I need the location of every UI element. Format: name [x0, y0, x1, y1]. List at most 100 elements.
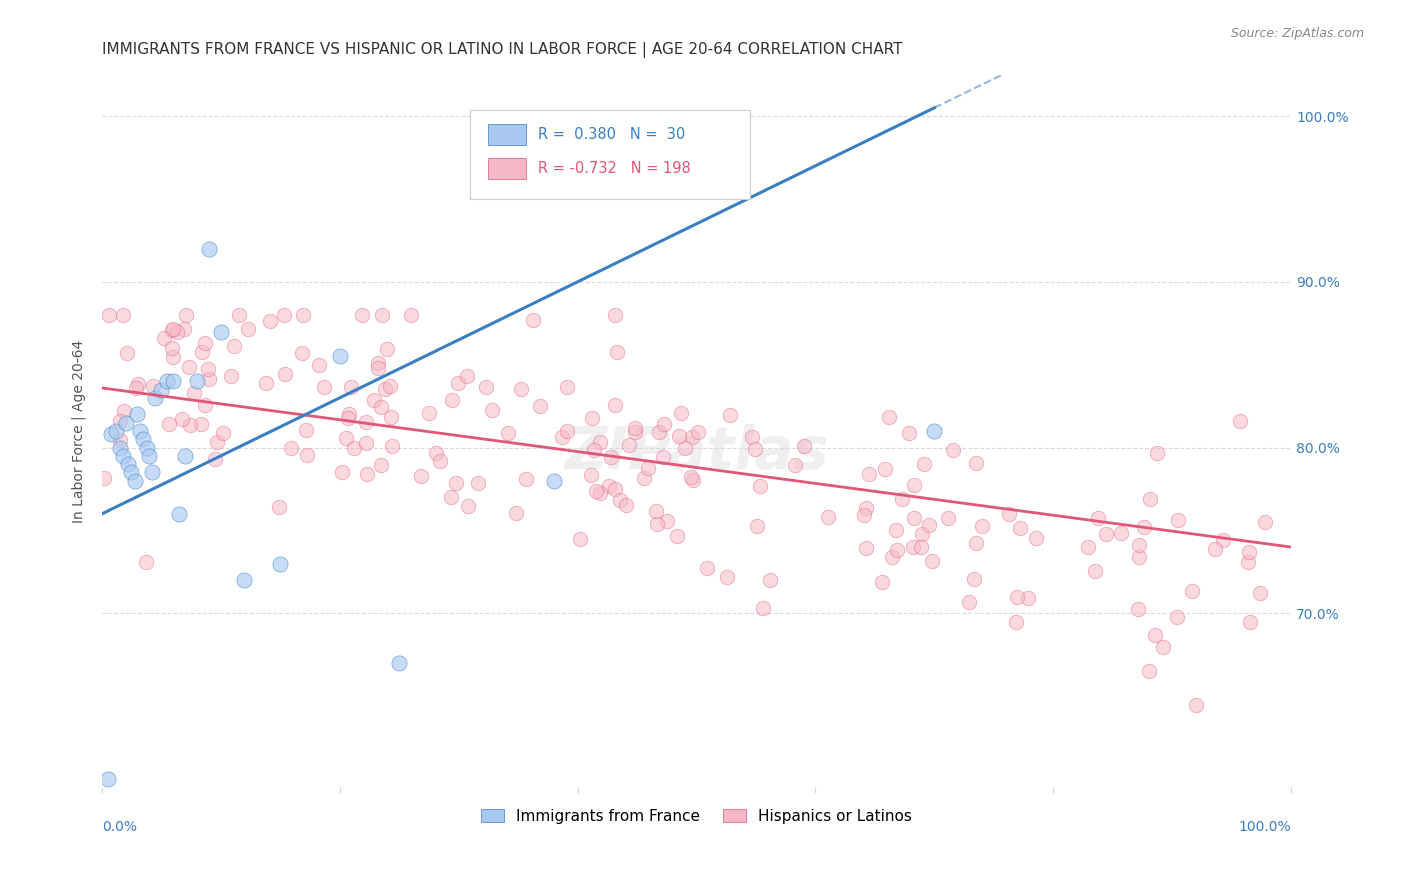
Point	[681, 394, 703, 409]
Point	[233, 574, 256, 588]
Point	[748, 491, 770, 505]
Point	[585, 405, 607, 419]
Point	[172, 341, 194, 355]
Point	[965, 517, 987, 532]
Point	[238, 434, 260, 449]
Point	[668, 533, 690, 548]
Point	[337, 467, 360, 481]
Point	[1095, 596, 1118, 610]
Point	[254, 359, 277, 374]
Point	[609, 498, 631, 512]
Point	[157, 354, 180, 368]
Point	[606, 502, 628, 516]
Point	[877, 546, 900, 560]
Point	[1146, 553, 1168, 567]
Point	[128, 424, 150, 438]
Point	[209, 325, 232, 339]
Point	[637, 324, 659, 338]
Point	[112, 383, 135, 397]
Point	[481, 545, 503, 559]
Point	[880, 498, 903, 512]
Point	[529, 549, 551, 564]
Point	[972, 599, 994, 613]
Point	[294, 421, 316, 435]
Point	[855, 574, 877, 588]
Point	[965, 569, 987, 583]
Point	[1010, 570, 1032, 584]
Point	[292, 427, 315, 442]
Point	[1181, 508, 1204, 522]
Point	[108, 441, 131, 455]
Point	[125, 326, 148, 340]
Point	[1025, 594, 1047, 608]
Point	[942, 607, 965, 622]
Point	[280, 324, 302, 338]
Point	[1128, 530, 1150, 544]
Point	[174, 449, 197, 463]
Point	[903, 417, 925, 432]
Point	[666, 412, 689, 426]
Point	[569, 449, 592, 463]
Point	[457, 416, 479, 430]
Point	[963, 561, 986, 575]
Point	[115, 364, 138, 378]
Point	[605, 468, 627, 483]
Point	[759, 380, 782, 394]
Text: Source: ZipAtlas.com: Source: ZipAtlas.com	[1230, 27, 1364, 40]
Point	[924, 424, 946, 438]
Point	[589, 308, 612, 322]
Point	[583, 325, 606, 339]
Point	[620, 496, 643, 510]
Point	[440, 441, 463, 455]
Point	[1237, 571, 1260, 585]
Point	[378, 390, 401, 404]
Point	[127, 310, 149, 324]
Point	[555, 405, 578, 419]
Point	[425, 390, 447, 404]
Point	[785, 441, 807, 455]
Point	[903, 497, 925, 511]
Point	[858, 436, 880, 450]
Point	[669, 561, 692, 575]
Point	[1249, 500, 1271, 515]
Point	[681, 469, 703, 483]
Point	[682, 373, 704, 387]
Point	[352, 417, 374, 432]
Point	[853, 500, 876, 515]
Point	[411, 356, 433, 370]
Point	[1128, 486, 1150, 500]
Point	[1254, 663, 1277, 677]
Point	[510, 374, 533, 388]
Point	[910, 475, 932, 490]
Point	[898, 462, 921, 476]
Point	[467, 442, 489, 456]
Point	[110, 429, 132, 443]
Point	[633, 473, 655, 487]
Point	[380, 410, 402, 425]
Point	[104, 424, 127, 438]
Point	[162, 308, 184, 322]
Point	[381, 308, 404, 322]
Point	[273, 326, 295, 341]
Point	[340, 458, 363, 473]
Point	[1166, 526, 1188, 541]
Point	[600, 483, 623, 497]
Point	[132, 433, 155, 447]
Point	[370, 370, 392, 384]
Text: 100.0%: 100.0%	[1239, 820, 1291, 833]
Point	[645, 443, 668, 458]
Point	[160, 388, 183, 402]
Point	[603, 406, 626, 420]
Point	[1084, 477, 1107, 491]
Point	[156, 374, 179, 388]
Point	[890, 467, 912, 481]
Point	[579, 445, 602, 459]
Point	[150, 383, 173, 397]
Point	[110, 347, 132, 361]
Point	[624, 422, 647, 436]
Point	[219, 325, 242, 339]
Text: 0.0%: 0.0%	[101, 820, 136, 833]
Point	[744, 467, 766, 481]
Point	[354, 426, 377, 441]
Point	[598, 433, 620, 447]
